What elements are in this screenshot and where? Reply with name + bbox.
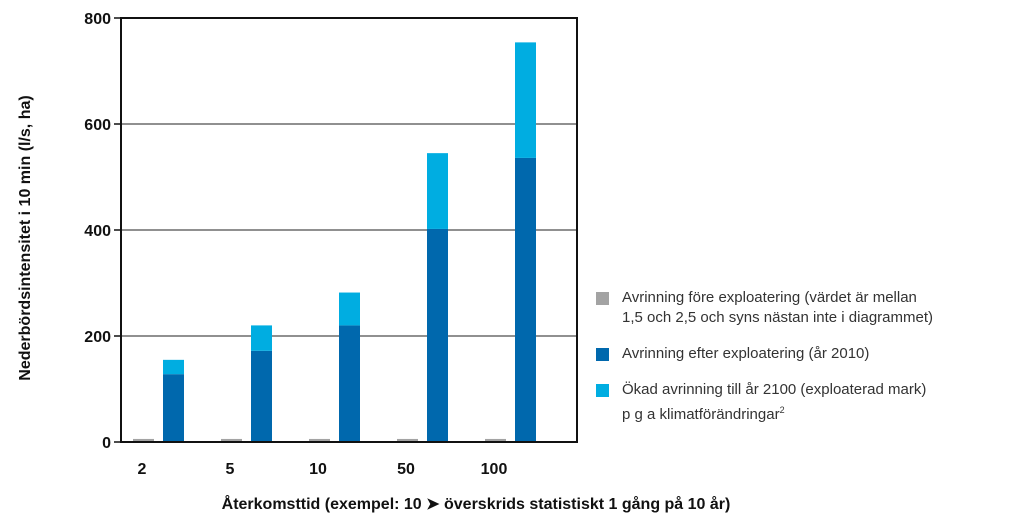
bar-before-2: [133, 438, 154, 442]
y-axis-title: Nederbördsintensitet i 10 min (l/s, ha): [17, 95, 34, 380]
x-tick-label-10: 10: [309, 461, 327, 478]
legend-swatch-after: [596, 348, 609, 361]
y-tick-label-400: 400: [84, 223, 111, 240]
legend-label-before-line2: 1,5 och 2,5 och syns nästan inte i diagr…: [622, 309, 934, 326]
bar-after-10: [339, 325, 360, 442]
legend: Avrinning före exploatering (värdet är m…: [596, 288, 1024, 441]
bar-before-10: [309, 438, 330, 442]
bar-before-100: [485, 438, 506, 442]
bar-after-50: [427, 228, 448, 442]
legend-item-before: Avrinning före exploatering (värdet är m…: [596, 288, 1024, 328]
x-tick-label-50: 50: [397, 461, 415, 478]
x-tick-label-2: 2: [138, 461, 147, 478]
legend-label-before-line1: Avrinning före exploatering (värdet är m…: [622, 289, 917, 306]
bar-after-100: [515, 157, 536, 443]
bar-increase-2: [163, 359, 184, 375]
bar-after-2: [163, 374, 184, 442]
legend-item-increase: Ökad avrinning till år 2100 (exploaterad…: [596, 380, 1024, 425]
legend-label-increase-line1: Ökad avrinning till år 2100 (exploaterad…: [622, 381, 927, 398]
bar-group: [133, 42, 536, 443]
bar-increase-50: [427, 153, 448, 229]
x-axis-title: Återkomsttid (exempel: 10 ➤ överskrids s…: [222, 494, 731, 513]
y-tick-label-200: 200: [84, 329, 111, 346]
bar-after-5: [251, 350, 272, 442]
y-tick-labels: 0 200 400 600 800: [84, 11, 121, 452]
legend-label-increase-line2: p g a klimatförändringar: [622, 406, 780, 423]
footnote-marker: 2: [779, 405, 785, 415]
legend-label-increase-line2-wrap: p g a klimatförändringar2: [622, 400, 1024, 425]
bar-increase-5: [251, 325, 272, 351]
bar-increase-100: [515, 42, 536, 158]
bar-before-50: [397, 438, 418, 442]
x-tick-label-5: 5: [226, 461, 235, 478]
y-tick-label-800: 800: [84, 11, 111, 28]
x-tick-label-100: 100: [481, 461, 508, 478]
legend-item-after: Avrinning efter exploatering (år 2010): [596, 344, 1024, 364]
legend-label-after: Avrinning efter exploatering (år 2010): [622, 345, 870, 362]
bar-before-5: [221, 438, 242, 442]
x-tick-labels: 2 5 10 50 100: [138, 461, 508, 478]
y-tick-label-0: 0: [102, 435, 111, 452]
legend-swatch-before: [596, 292, 609, 305]
legend-swatch-increase: [596, 384, 609, 397]
y-tick-label-600: 600: [84, 117, 111, 134]
bar-increase-10: [339, 292, 360, 326]
